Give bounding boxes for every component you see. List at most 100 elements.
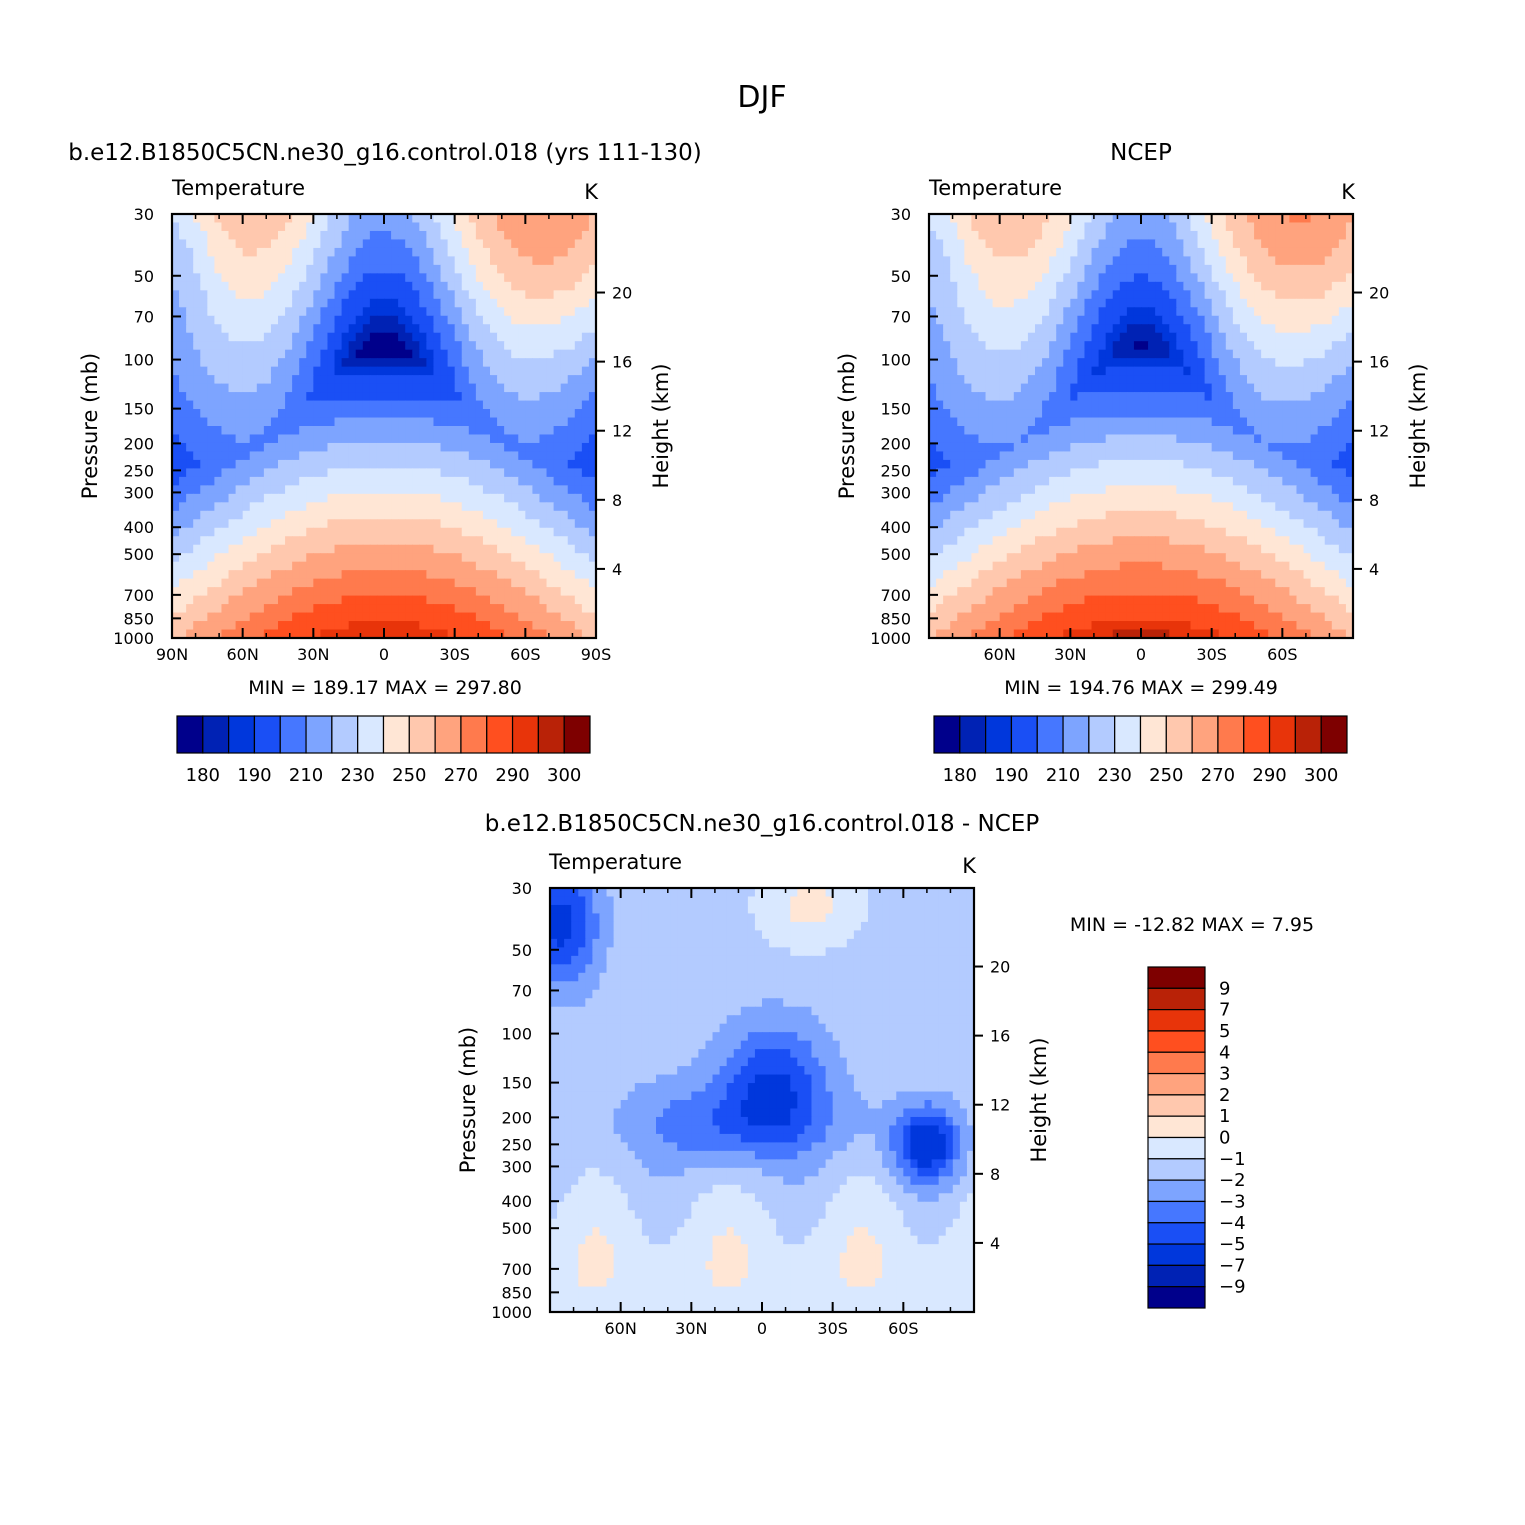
model-field-cell [200, 476, 208, 486]
model-field-cell [539, 468, 548, 478]
model-field-cell [355, 527, 364, 537]
model-field-cell [419, 383, 427, 393]
model-right-axis-label: Height (km) [649, 363, 673, 488]
ncep-field-cell [1112, 273, 1121, 283]
model-field-cell [553, 612, 562, 622]
model-field-cell [504, 375, 512, 385]
ncep-field-cell [1119, 273, 1128, 283]
ncep-field-cell [1204, 273, 1213, 283]
model-field-cell [186, 214, 194, 224]
ncep-field-cell [1275, 417, 1283, 427]
ncep-field-cell [964, 468, 972, 478]
ncep-field-cell [957, 451, 965, 461]
model-field-cell [560, 383, 569, 393]
model-field-cell [263, 392, 272, 402]
model-field-cell [376, 527, 385, 537]
model-field-cell [461, 519, 470, 529]
model-field-cell [384, 307, 392, 317]
model-field-cell [348, 239, 357, 249]
model-field-cell [440, 621, 449, 631]
ncep-field-cell [1204, 426, 1213, 436]
model-field-cell [270, 273, 279, 283]
model-field-cell [405, 281, 413, 291]
model-height-tick-label: 12 [612, 422, 632, 441]
model-field-cell [249, 264, 258, 274]
model-field-cell [454, 341, 463, 351]
ncep-field-cell [978, 341, 987, 351]
ncep-field-cell [1155, 290, 1163, 300]
ncep-field-cell [1084, 222, 1093, 232]
ncep-field-cell [943, 392, 951, 402]
model-field-cell [249, 459, 258, 469]
model-field-cell [193, 612, 201, 622]
model-field-cell [348, 468, 357, 478]
model-field-cell [362, 383, 371, 393]
model-field-cell [461, 476, 470, 486]
ncep-field-cell [1303, 307, 1312, 317]
model-field-cell [221, 561, 230, 571]
model-field-cell [355, 315, 364, 325]
model-field-cell [235, 536, 244, 546]
model-field-cell [560, 298, 569, 308]
model-field-cell [588, 273, 597, 283]
model-field-cell [327, 324, 336, 334]
ncep-field-cell [964, 324, 972, 334]
ncep-field-cell [1303, 214, 1312, 224]
ncep-field-cell [1020, 366, 1029, 376]
model-field-cell [440, 222, 449, 232]
ncep-field-cell [1310, 341, 1319, 351]
model-field-cell [447, 366, 456, 376]
ncep-field-cell [936, 230, 944, 241]
ncep-field-cell [1225, 315, 1234, 325]
model-field-cell [263, 476, 272, 486]
model-field-cell [207, 400, 215, 410]
model-field-cell [426, 358, 435, 368]
ncep-field-cell [1296, 281, 1305, 291]
model-field-cell [172, 400, 180, 410]
model-field-cell [567, 273, 576, 283]
model-field-cell [285, 375, 293, 385]
model-field-cell [518, 485, 526, 495]
ncep-field-cell [1232, 375, 1241, 385]
model-field-cell [384, 621, 392, 631]
model-field-cell [539, 315, 548, 325]
model-field-cell [207, 493, 215, 503]
model-field-cell [278, 247, 286, 257]
ncep-field-cell [1303, 468, 1312, 478]
model-field-cell [179, 604, 187, 614]
ncep-field-cell [1310, 468, 1319, 478]
model-field-cell [567, 281, 576, 291]
model-field-cell [263, 358, 272, 368]
model-field-cell [242, 290, 251, 300]
model-field-cell [306, 230, 314, 241]
ncep-field-cell [1155, 264, 1163, 274]
model-field-cell [490, 553, 498, 563]
ncep-field-cell [1338, 409, 1347, 419]
ncep-field-cell [1338, 426, 1347, 436]
ncep-field-cell [1126, 442, 1135, 453]
model-field-cell [200, 409, 208, 419]
ncep-field-cell [1126, 392, 1135, 402]
ncep-field-cell [1176, 298, 1184, 308]
model-field-cell [475, 612, 484, 622]
ncep-field-cell [1183, 349, 1192, 359]
model-field-cell [532, 358, 541, 368]
model-field-cell [348, 519, 357, 529]
ncep-field-cell [957, 417, 965, 427]
model-field-cell [412, 604, 420, 614]
ncep-field-cell [1084, 273, 1093, 283]
ncep-field-cell [1162, 247, 1170, 257]
ncep-field-cell [1133, 366, 1142, 376]
model-field-cell [490, 400, 498, 410]
model-field-cell [306, 485, 314, 495]
ncep-field-cell [1254, 273, 1262, 283]
model-field-cell [270, 358, 279, 368]
model-field-cell [384, 298, 392, 308]
model-field-cell [454, 561, 463, 571]
model-field-cell [532, 595, 541, 605]
ncep-field-cell [1042, 298, 1050, 308]
ncep-field-cell [1091, 426, 1100, 436]
ncep-field-cell [1133, 468, 1142, 478]
model-field-cell [256, 307, 265, 317]
model-field-cell [306, 426, 314, 436]
